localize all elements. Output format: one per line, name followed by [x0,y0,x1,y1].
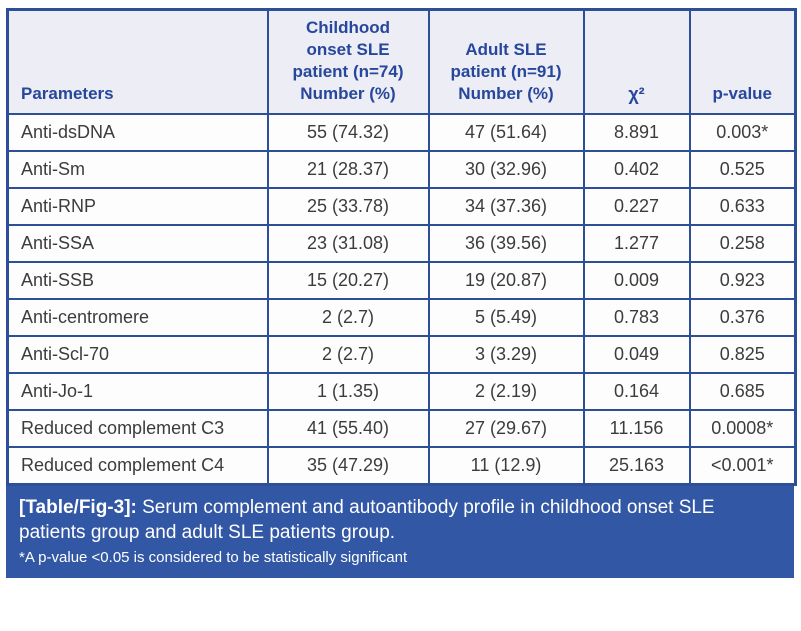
cell-parameter: Anti-Scl-70 [6,335,269,374]
cell-adult: 3 (3.29) [427,335,585,374]
cell-parameter: Reduced complement C4 [6,446,269,485]
cell-parameter: Anti-dsDNA [6,113,269,152]
cell-parameter: Anti-RNP [6,187,269,226]
cell-chi-square: 0.049 [582,335,691,374]
table-row: Anti-SSB 15 (20.27) 19 (20.87) 0.009 0.9… [6,261,797,300]
header-parameters: Parameters [6,8,269,115]
cell-chi-square: 1.277 [582,224,691,263]
header-adult-group: Adult SLE patient (n=91) Number (%) [427,8,585,115]
cell-p-value: <0.001* [688,446,797,485]
figure-caption: [Table/Fig-3]: Serum complement and auto… [19,495,781,545]
cell-p-value: 0.685 [688,372,797,411]
table-row: Anti-SSA 23 (31.08) 36 (39.56) 1.277 0.2… [6,224,797,263]
cell-adult: 2 (2.19) [427,372,585,411]
cell-p-value: 0.258 [688,224,797,263]
table-figure: Parameters Childhood onset SLE patient (… [6,8,797,578]
cell-chi-square: 0.009 [582,261,691,300]
cell-p-value: 0.633 [688,187,797,226]
table-row: Reduced complement C4 35 (47.29) 11 (12.… [6,446,797,485]
figure-caption-text: Serum complement and autoantibody profil… [19,496,715,543]
cell-chi-square: 0.783 [582,298,691,337]
cell-parameter: Anti-SSA [6,224,269,263]
header-chi-square: χ² [582,8,691,115]
cell-parameter: Anti-Jo-1 [6,372,269,411]
cell-chi-square: 0.227 [582,187,691,226]
cell-p-value: 0.525 [688,150,797,189]
cell-childhood: 1 (1.35) [266,372,430,411]
cell-childhood: 21 (28.37) [266,150,430,189]
cell-childhood: 55 (74.32) [266,113,430,152]
table-row: Anti-RNP 25 (33.78) 34 (37.36) 0.227 0.6… [6,187,797,226]
cell-parameter: Anti-SSB [6,261,269,300]
cell-adult: 11 (12.9) [427,446,585,485]
table-row: Anti-dsDNA 55 (74.32) 47 (51.64) 8.891 0… [6,113,797,152]
cell-chi-square: 25.163 [582,446,691,485]
cell-adult: 27 (29.67) [427,409,585,448]
cell-p-value: 0.825 [688,335,797,374]
cell-parameter: Anti-Sm [6,150,269,189]
table-row: Anti-Sm 21 (28.37) 30 (32.96) 0.402 0.52… [6,150,797,189]
cell-chi-square: 11.156 [582,409,691,448]
cell-childhood: 2 (2.7) [266,298,430,337]
cell-childhood: 25 (33.78) [266,187,430,226]
cell-chi-square: 8.891 [582,113,691,152]
figure-footnote: *A p-value <0.05 is considered to be sta… [19,548,408,566]
cell-p-value: 0.0008* [688,409,797,448]
header-p-value: p-value [688,8,797,115]
cell-p-value: 0.923 [688,261,797,300]
cell-adult: 19 (20.87) [427,261,585,300]
table-row: Reduced complement C3 41 (55.40) 27 (29.… [6,409,797,448]
table-header: Parameters Childhood onset SLE patient (… [6,8,797,115]
cell-childhood: 2 (2.7) [266,335,430,374]
cell-p-value: 0.376 [688,298,797,337]
results-table: Parameters Childhood onset SLE patient (… [6,8,797,486]
cell-adult: 5 (5.49) [427,298,585,337]
table-body: Anti-dsDNA 55 (74.32) 47 (51.64) 8.891 0… [6,113,797,485]
cell-adult: 34 (37.36) [427,187,585,226]
cell-adult: 36 (39.56) [427,224,585,263]
header-childhood-group: Childhood onset SLE patient (n=74) Numbe… [266,8,430,115]
cell-parameter: Reduced complement C3 [6,409,269,448]
cell-adult: 30 (32.96) [427,150,585,189]
cell-chi-square: 0.402 [582,150,691,189]
table-row: Anti-Jo-1 1 (1.35) 2 (2.19) 0.164 0.685 [6,372,797,411]
header-row: Parameters Childhood onset SLE patient (… [6,8,797,115]
figure-caption-band: [Table/Fig-3]: Serum complement and auto… [6,485,794,578]
cell-parameter: Anti-centromere [6,298,269,337]
cell-childhood: 15 (20.27) [266,261,430,300]
figure-caption-label: [Table/Fig-3]: [19,496,137,518]
cell-childhood: 35 (47.29) [266,446,430,485]
cell-p-value: 0.003* [688,113,797,152]
cell-childhood: 41 (55.40) [266,409,430,448]
cell-chi-square: 0.164 [582,372,691,411]
cell-childhood: 23 (31.08) [266,224,430,263]
table-row: Anti-centromere 2 (2.7) 5 (5.49) 0.783 0… [6,298,797,337]
cell-adult: 47 (51.64) [427,113,585,152]
table-row: Anti-Scl-70 2 (2.7) 3 (3.29) 0.049 0.825 [6,335,797,374]
